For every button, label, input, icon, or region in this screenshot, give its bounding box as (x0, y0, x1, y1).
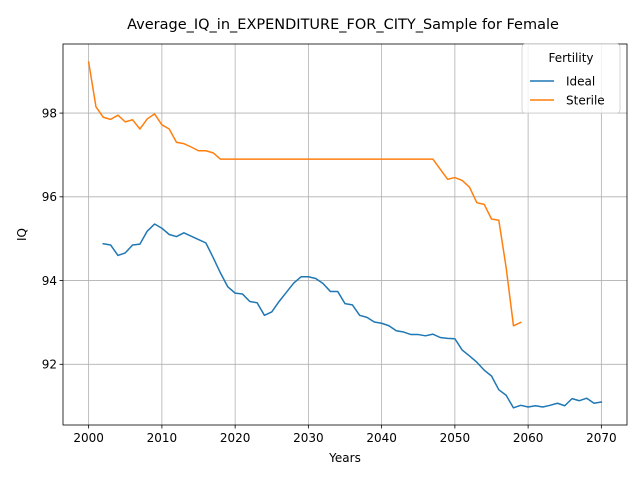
legend-label-sterile: Sterile (566, 93, 605, 107)
data-series (87, 61, 603, 409)
legend-items: Ideal Sterile (530, 74, 605, 107)
legend-title: Fertility (548, 51, 593, 65)
x-tick-label: 2050 (440, 431, 471, 445)
chart-title: Average_IQ_in_EXPENDITURE_FOR_CITY_Sampl… (127, 17, 559, 33)
legend-label-ideal: Ideal (566, 74, 595, 88)
y-tick-label: 96 (42, 190, 57, 204)
legend-box (521, 43, 621, 114)
x-tick-label: 2060 (513, 431, 544, 445)
y-tick-label: 94 (42, 274, 57, 288)
series-line-sterile (87, 61, 522, 327)
y-axis-ticks: 92 94 96 98 (42, 106, 63, 372)
x-axis-ticks: 2000 2010 2020 2030 2040 2050 2060 2070 (73, 425, 617, 445)
x-tick-label: 2000 (73, 431, 104, 445)
x-tick-label: 2010 (147, 431, 178, 445)
plot-frame (62, 43, 628, 426)
x-tick-label: 2040 (366, 431, 397, 445)
y-tick-label: 92 (42, 358, 57, 372)
y-tick-label: 98 (42, 106, 57, 120)
legend: Fertility Ideal Sterile (521, 43, 621, 114)
grid-lines (63, 44, 627, 425)
x-tick-label: 2020 (220, 431, 251, 445)
y-axis-label: IQ (15, 228, 29, 241)
x-tick-label: 2030 (293, 431, 324, 445)
x-axis-label: Years (328, 451, 361, 465)
x-tick-label: 2070 (586, 431, 617, 445)
series-line-ideal (102, 223, 603, 409)
